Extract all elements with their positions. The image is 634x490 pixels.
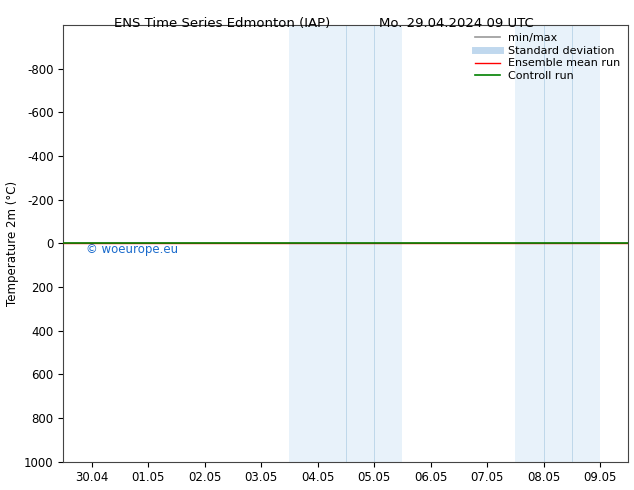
Text: ENS Time Series Edmonton (IAP): ENS Time Series Edmonton (IAP)	[113, 17, 330, 30]
Y-axis label: Temperature 2m (°C): Temperature 2m (°C)	[6, 181, 18, 306]
Bar	[290, 25, 403, 462]
Legend: min/max, Standard deviation, Ensemble mean run, Controll run: min/max, Standard deviation, Ensemble me…	[473, 31, 623, 83]
Text: Mo. 29.04.2024 09 UTC: Mo. 29.04.2024 09 UTC	[379, 17, 534, 30]
Text: © woeurope.eu: © woeurope.eu	[86, 244, 178, 256]
Bar	[515, 25, 600, 462]
